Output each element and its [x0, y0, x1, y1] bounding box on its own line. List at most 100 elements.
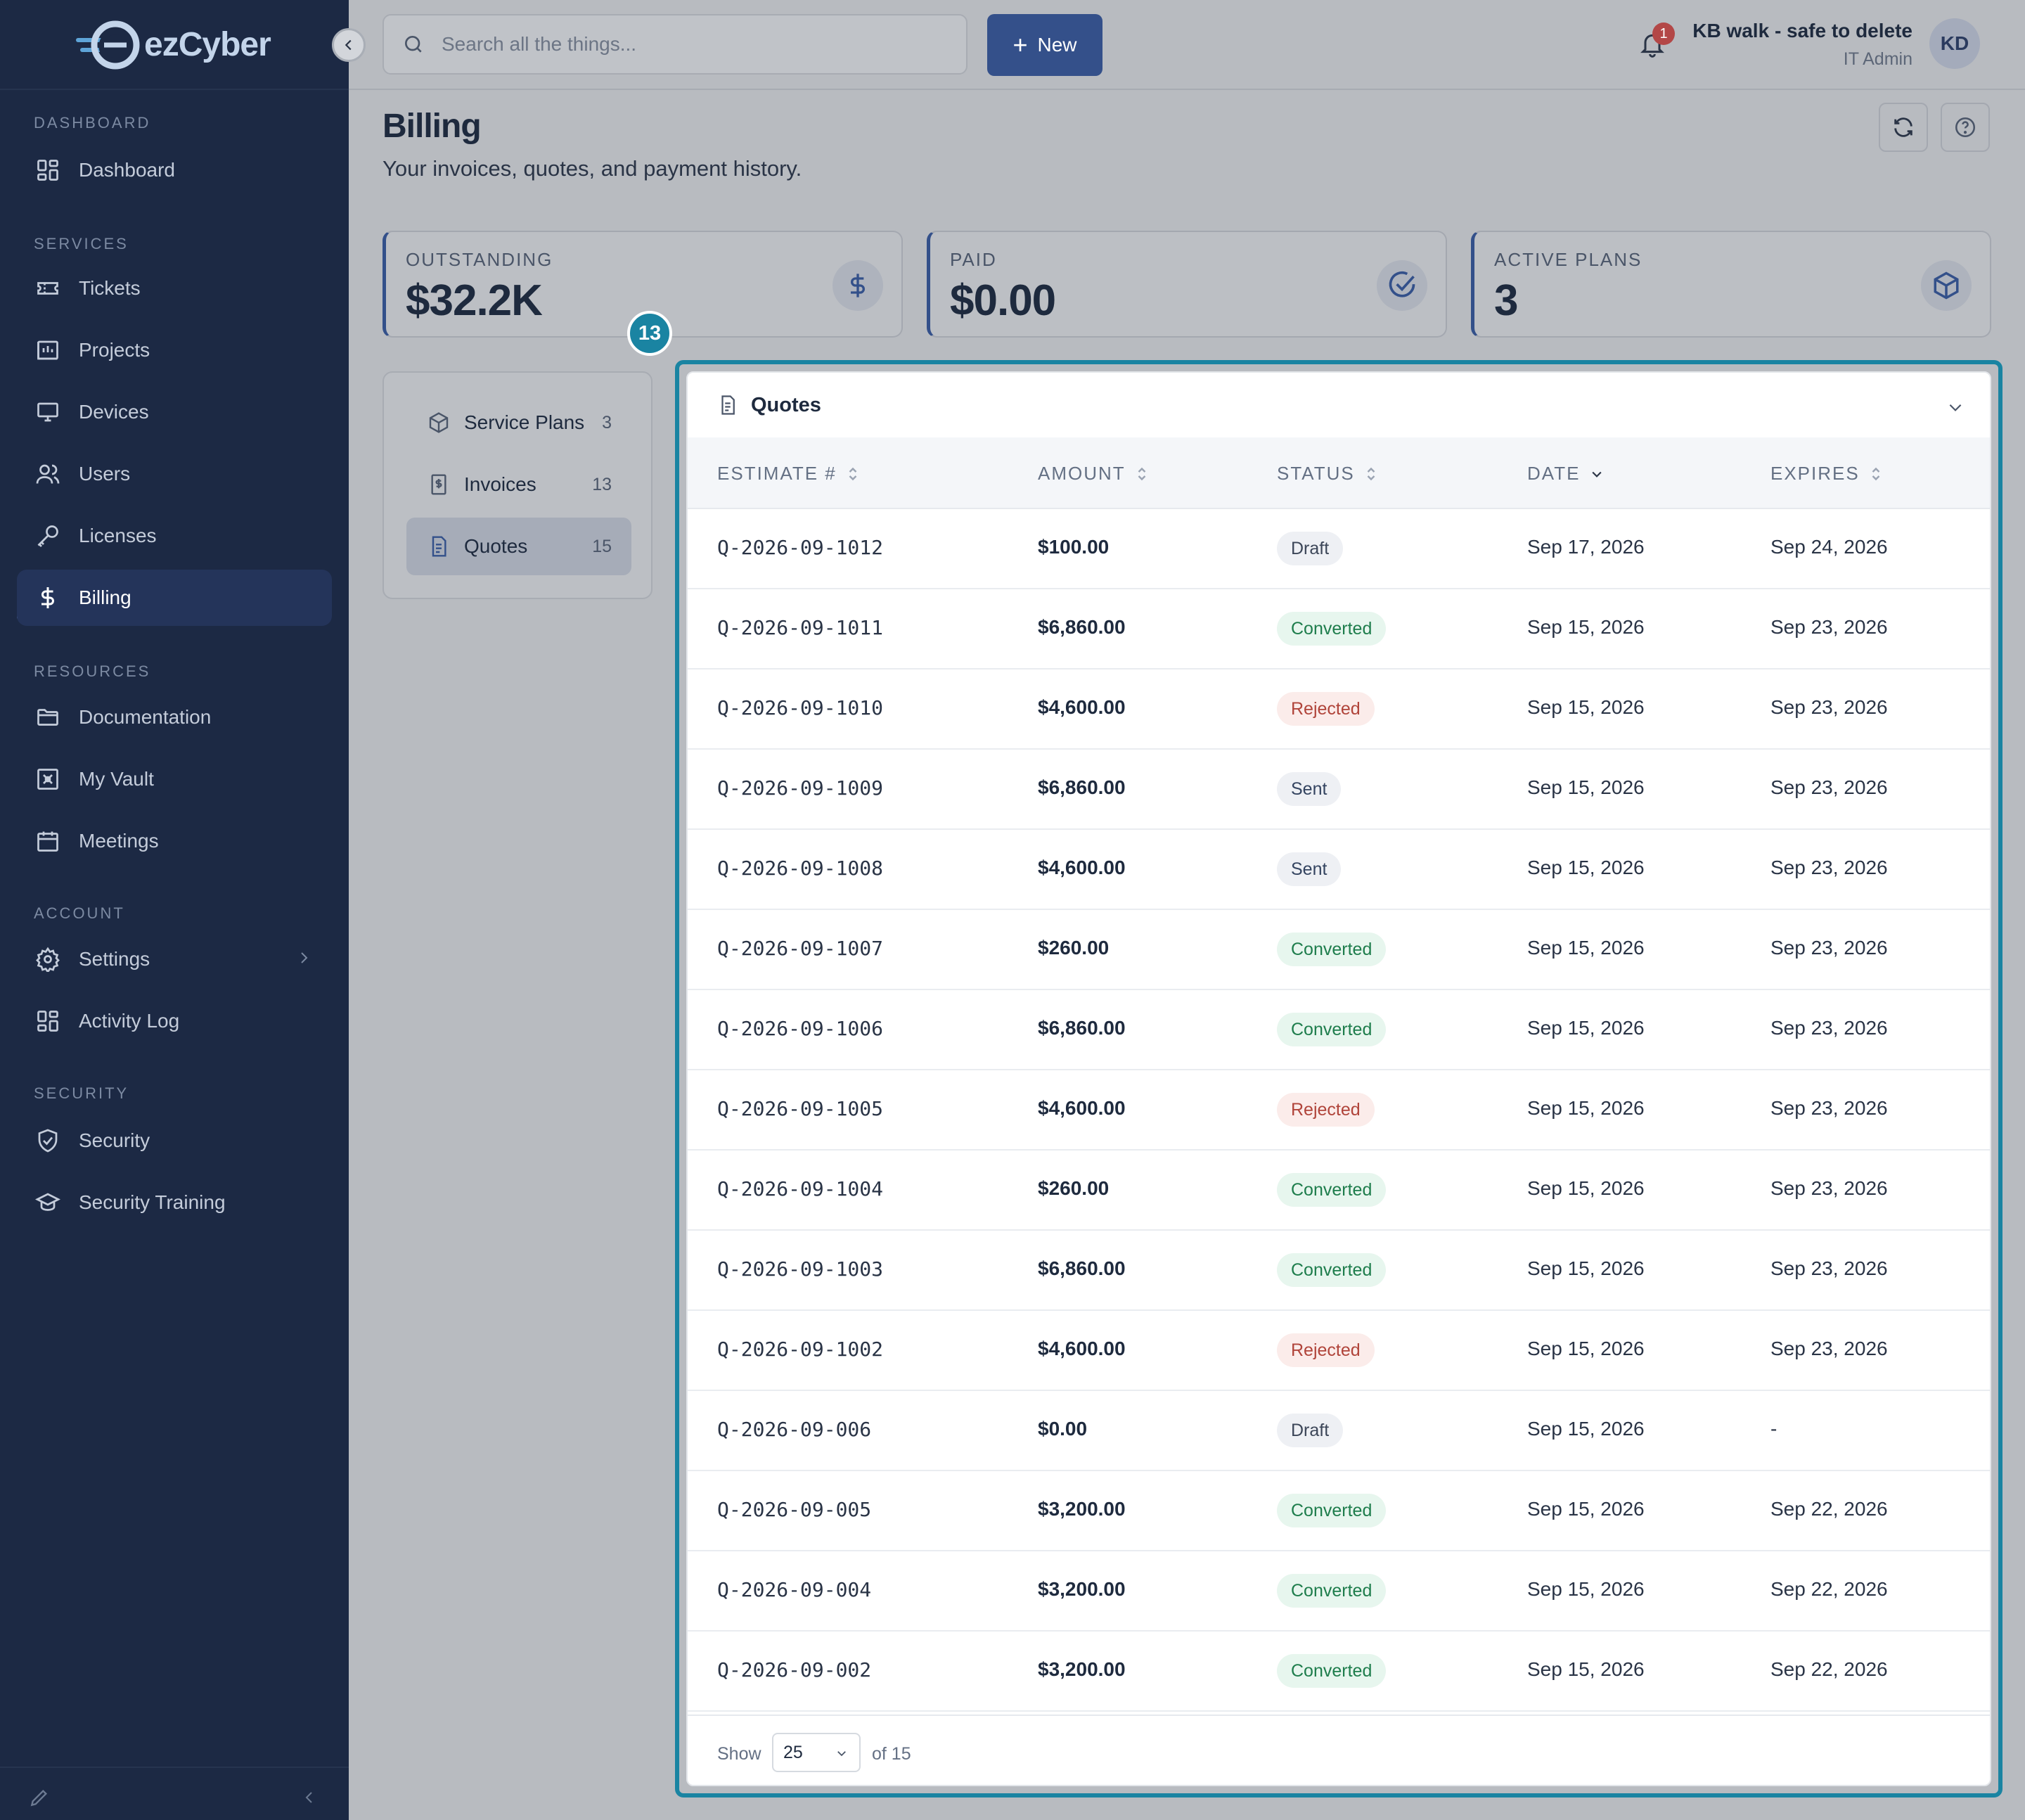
- estimate-number[interactable]: Q-2026-09-1002: [717, 1338, 884, 1361]
- expires: Sep 23, 2026: [1770, 1257, 1888, 1279]
- col-header-date[interactable]: DATE: [1527, 463, 1604, 485]
- table-row[interactable]: Q-2026-09-1003 $6,860.00 Converted Sep 15, …: [688, 1231, 1990, 1311]
- refresh-button[interactable]: [1879, 103, 1928, 152]
- table-row[interactable]: Q-2026-09-1012 $100.00 Draft Sep 17, 2026 Se…: [688, 509, 1990, 589]
- table-row[interactable]: Q-2026-09-1005 $4,600.00 Rejected Sep 15, 2…: [688, 1070, 1990, 1151]
- date: Sep 15, 2026: [1527, 937, 1645, 959]
- estimate-number[interactable]: Q-2026-09-1008: [717, 857, 884, 880]
- estimate-number[interactable]: Q-2026-09-1010: [717, 696, 884, 719]
- subnav-count: 15: [592, 536, 612, 556]
- box-icon: [1921, 260, 1972, 311]
- estimate-number[interactable]: Q-2026-09-002: [717, 1658, 872, 1681]
- show-label: Show: [717, 1744, 761, 1764]
- search-placeholder: Search all the things...: [442, 33, 637, 55]
- table-row[interactable]: Q-2026-09-1006 $6,860.00 Converted Sep 15, …: [688, 990, 1990, 1070]
- sidebar-item-label: Tickets: [79, 277, 141, 299]
- sidebar-item-tickets[interactable]: Tickets: [17, 260, 332, 316]
- help-button[interactable]: [1941, 103, 1990, 152]
- expires: Sep 23, 2026: [1770, 937, 1888, 959]
- subnav-item-quotes[interactable]: Quotes 15: [406, 518, 631, 575]
- estimate-number[interactable]: Q-2026-09-1009: [717, 776, 884, 800]
- sidebar-item-documentation[interactable]: Documentation: [17, 689, 332, 745]
- sidebar-item-meetings[interactable]: Meetings: [17, 813, 332, 869]
- table-row[interactable]: Q-2026-09-1004 $260.00 Converted Sep 15, 20…: [688, 1151, 1990, 1231]
- table-row[interactable]: Q-2026-09-1009 $6,860.00 Sent Sep 15, 2026 S…: [688, 750, 1990, 830]
- new-button[interactable]: + New: [987, 14, 1102, 76]
- sidebar-item-users[interactable]: Users: [17, 446, 332, 502]
- sidebar-item-projects[interactable]: Projects: [17, 322, 332, 378]
- sidebar-item-settings[interactable]: Settings: [17, 931, 332, 987]
- table-row[interactable]: Q-2026-09-005 $3,200.00 Converted Sep 15, 2…: [688, 1471, 1990, 1551]
- sidebar-item-my-vault[interactable]: My Vault: [17, 751, 332, 807]
- col-header-amount[interactable]: AMOUNT: [1038, 463, 1148, 485]
- sidebar-item-label: Projects: [79, 339, 150, 361]
- pencil-icon[interactable]: [28, 1786, 51, 1809]
- estimate-number[interactable]: Q-2026-09-1006: [717, 1017, 884, 1040]
- col-header-estimate[interactable]: ESTIMATE #: [717, 463, 859, 485]
- chevron-down-icon[interactable]: [1946, 398, 1965, 416]
- table-row[interactable]: Q-2026-09-1010 $4,600.00 Rejected Sep 15, 2…: [688, 669, 1990, 750]
- estimate-number[interactable]: Q-2026-09-1007: [717, 937, 884, 960]
- help-circle-icon: [1955, 117, 1976, 138]
- page-size-select[interactable]: 25: [772, 1733, 861, 1772]
- sort-icon: [849, 467, 857, 480]
- subnav-label: Service Plans: [464, 411, 585, 433]
- sidebar-item-security-training[interactable]: Security Training: [17, 1174, 332, 1231]
- table-row[interactable]: Q-2026-09-1007 $260.00 Converted Sep 15, 20…: [688, 910, 1990, 990]
- table-row[interactable]: Q-2026-09-006 $0.00 Draft Sep 15, 2026 -: [688, 1391, 1990, 1471]
- status-badge: Converted: [1277, 1574, 1387, 1608]
- status-badge: Converted: [1277, 1013, 1387, 1046]
- estimate-number[interactable]: Q-2026-09-004: [717, 1578, 872, 1601]
- table-row[interactable]: Q-2026-09-004 $3,200.00 Converted Sep 15, 2…: [688, 1551, 1990, 1632]
- expires: Sep 23, 2026: [1770, 1017, 1888, 1039]
- subnav-count: 13: [592, 474, 612, 494]
- sidebar-item-dashboard[interactable]: Dashboard: [17, 142, 332, 198]
- estimate-number[interactable]: Q-2026-09-1004: [717, 1177, 884, 1200]
- estimate-number[interactable]: Q-2026-09-006: [717, 1418, 872, 1441]
- expires: Sep 24, 2026: [1770, 536, 1888, 558]
- sort-icon: [1367, 467, 1375, 480]
- key-icon: [34, 522, 62, 550]
- expires: Sep 23, 2026: [1770, 616, 1888, 638]
- collapse-sidebar-button[interactable]: [332, 28, 366, 62]
- section-dashboard: DASHBOARD: [34, 114, 151, 132]
- date: Sep 15, 2026: [1527, 1257, 1645, 1279]
- estimate-number[interactable]: Q-2026-09-1003: [717, 1257, 884, 1281]
- table-row[interactable]: Q-2026-09-1002 $4,600.00 Rejected Sep 15, 2…: [688, 1311, 1990, 1391]
- sidebar-item-label: Devices: [79, 401, 149, 423]
- sidebar-item-security[interactable]: Security: [17, 1113, 332, 1169]
- sidebar-item-activity-log[interactable]: Activity Log: [17, 993, 332, 1049]
- sidebar-item-label: Security: [79, 1129, 150, 1151]
- estimate-number[interactable]: Q-2026-09-1011: [717, 616, 884, 639]
- subnav-item-invoices[interactable]: Invoices 13: [406, 456, 631, 513]
- search-input[interactable]: Search all the things...: [382, 14, 968, 75]
- sidebar: ezCyber DASHBOARD Dashboard SERVICES Tic…: [0, 0, 349, 1820]
- col-header-expires[interactable]: EXPIRES: [1770, 463, 1882, 485]
- estimate-number[interactable]: Q-2026-09-005: [717, 1498, 872, 1521]
- folder-icon: [34, 703, 62, 731]
- sidebar-item-label: Documentation: [79, 706, 212, 728]
- graduation-cap-icon: [34, 1188, 62, 1217]
- expires: Sep 22, 2026: [1770, 1498, 1888, 1520]
- quotes-card-header[interactable]: Quotes: [688, 373, 1990, 437]
- status-badge: Rejected: [1277, 1333, 1375, 1367]
- chevron-right-icon: [301, 952, 308, 963]
- estimate-number[interactable]: Q-2026-09-1005: [717, 1097, 884, 1120]
- amount: $4,600.00: [1038, 696, 1126, 718]
- table-row[interactable]: Q-2026-09-002 $3,200.00 Converted Sep 15, 2…: [688, 1632, 1990, 1712]
- table-row[interactable]: Q-2026-09-1008 $4,600.00 Sent Sep 15, 2026 S…: [688, 830, 1990, 910]
- sidebar-item-devices[interactable]: Devices: [17, 384, 332, 440]
- table-row[interactable]: Q-2026-09-1011 $6,860.00 Converted Sep 15, …: [688, 589, 1990, 669]
- avatar[interactable]: KD: [1929, 18, 1980, 69]
- expires: -: [1770, 1418, 1778, 1440]
- sidebar-item-licenses[interactable]: Licenses: [17, 508, 332, 564]
- logo[interactable]: ezCyber: [0, 0, 349, 90]
- sidebar-item-billing[interactable]: Billing: [17, 570, 332, 626]
- chevron-left-icon[interactable]: [301, 1789, 318, 1806]
- subnav-label: Invoices: [464, 473, 536, 495]
- estimate-number[interactable]: Q-2026-09-1012: [717, 536, 884, 559]
- subnav-item-service-plans[interactable]: Service Plans 3: [406, 394, 631, 451]
- col-header-status[interactable]: STATUS: [1277, 463, 1377, 485]
- vault-icon: [34, 765, 62, 793]
- date: Sep 17, 2026: [1527, 536, 1645, 558]
